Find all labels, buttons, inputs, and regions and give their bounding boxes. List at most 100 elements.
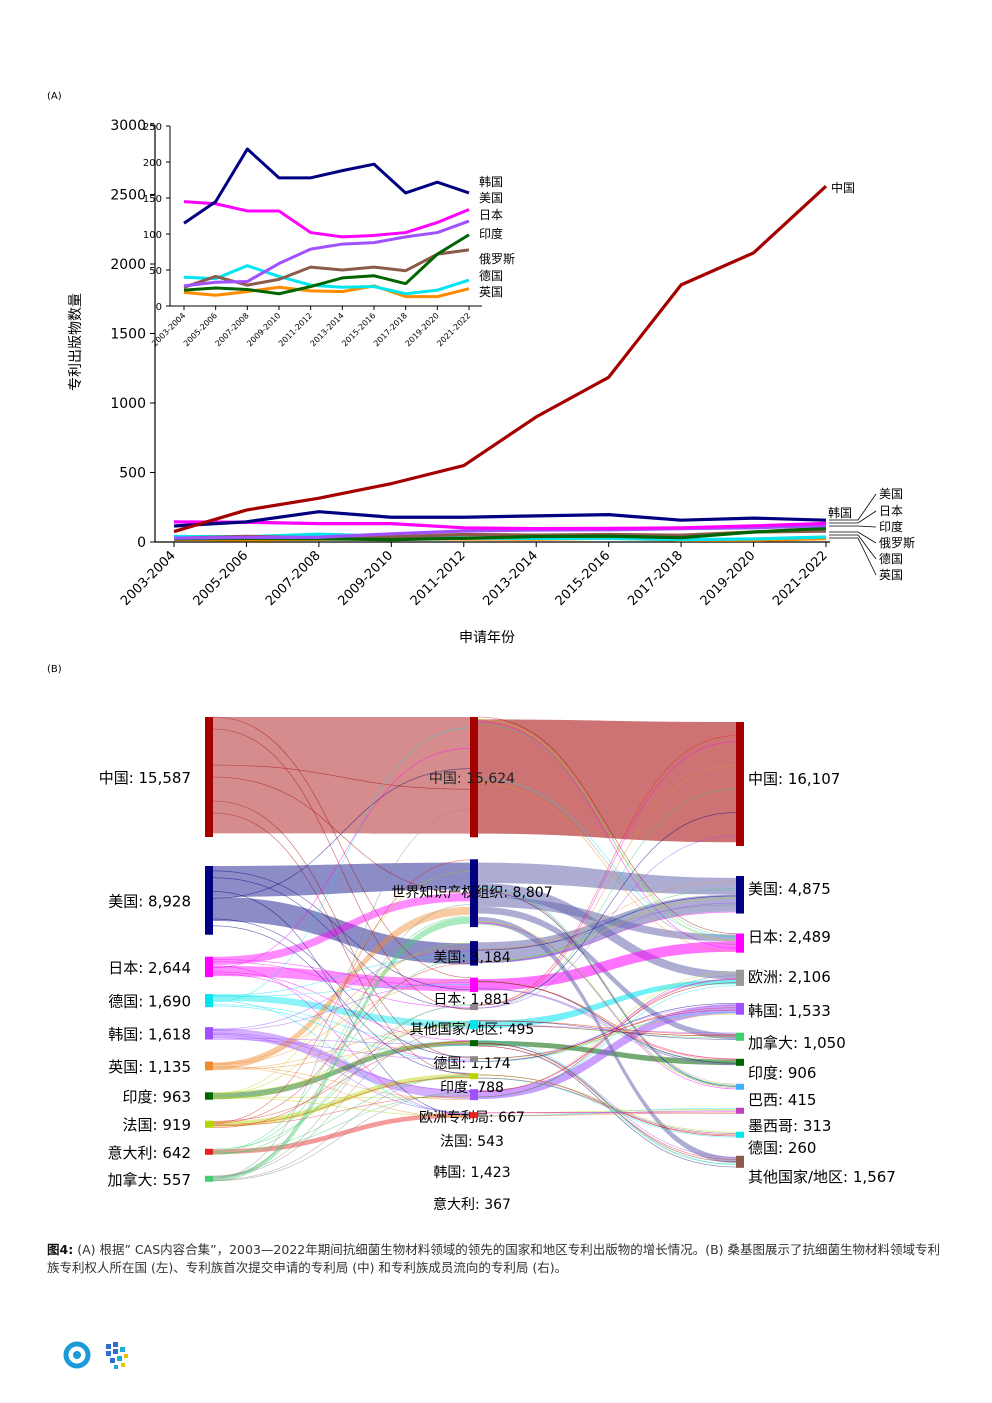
- thin-flow-middle-right: [477, 888, 737, 1089]
- thin-flow-left-middle: [212, 871, 471, 1095]
- sankey-middle-node: [470, 977, 478, 993]
- sankey-left-label: 韩国: 1,618: [108, 1025, 191, 1043]
- inset-y-tick-label: 100: [143, 230, 162, 241]
- sankey-middle-node: [470, 1073, 478, 1080]
- thin-flow-middle-right: [477, 904, 737, 950]
- publisher-logo: [63, 1341, 128, 1369]
- thin-flow-left-middle: [212, 764, 471, 790]
- legend-leader: [829, 534, 877, 560]
- thin-flow-middle-right: [477, 812, 737, 1006]
- thin-flow-middle-right: [477, 881, 737, 950]
- thin-flow-middle-right: [477, 723, 737, 937]
- inset-series-label: 德国: [479, 268, 503, 283]
- sankey-right-label: 美国: 4,875: [748, 880, 831, 898]
- flow-left-middle: [213, 965, 470, 992]
- thin-flow-left-middle: [212, 891, 471, 1116]
- sankey-left-node: [205, 994, 213, 1008]
- sankey-left-label: 美国: 8,928: [108, 892, 191, 910]
- sankey-right-label: 印度: 906: [748, 1064, 816, 1082]
- thin-flow-middle-right: [477, 782, 737, 953]
- thin-flow-middle-right: [477, 1077, 737, 1138]
- flow-middle-right: [478, 1004, 736, 1100]
- sankey-right-node: [736, 1107, 744, 1114]
- thin-flow-left-middle: [212, 1041, 471, 1122]
- thin-flow-left-middle: [212, 1034, 471, 1113]
- thin-flow-middle-right: [477, 780, 737, 945]
- thin-flow-left-middle: [212, 1066, 471, 1100]
- thin-flow-left-middle: [212, 1093, 471, 1154]
- thin-flow-left-middle: [212, 727, 471, 1003]
- inset-series-label: 韩国: [479, 174, 503, 189]
- sankey-middle-node: [470, 1089, 478, 1101]
- inset-series-line-1: [183, 200, 470, 239]
- thin-flow-left-middle: [212, 984, 471, 998]
- inset-series-label: 英国: [479, 285, 503, 299]
- sankey-right-label: 韩国: 1,533: [748, 1002, 831, 1020]
- sankey-right-node: [736, 1032, 744, 1041]
- thin-flow-middle-right: [477, 788, 737, 1009]
- thin-flow-left-middle: [212, 951, 471, 1030]
- legend-leader: [829, 510, 877, 524]
- legend-leader: [829, 531, 877, 544]
- thin-flow-middle-right: [477, 978, 737, 1093]
- sankey-right-label: 加拿大: 1,050: [748, 1034, 846, 1052]
- thin-flow-middle-right: [477, 1009, 737, 1059]
- sankey-middle-node: [470, 1056, 478, 1063]
- flow-left-middle: [213, 916, 470, 1182]
- thin-flow-left-middle: [212, 859, 471, 1124]
- inset-series-line-2: [183, 219, 470, 288]
- thin-flow-left-middle: [212, 1039, 471, 1061]
- sankey-left-label: 印度: 963: [123, 1088, 191, 1106]
- sankey-left-node: [205, 1175, 213, 1182]
- x-tick-label: 2013-2014: [480, 548, 541, 609]
- flow-left-middle: [213, 1028, 470, 1100]
- thin-flow-middle-right: [477, 988, 737, 1060]
- thin-flow-middle-right: [477, 1025, 737, 1037]
- sankey-left-node: [205, 1092, 213, 1100]
- sankey-right-node: [736, 1155, 744, 1168]
- series-line-1: [173, 510, 827, 528]
- sankey-flows: [212, 716, 737, 1182]
- sankey-left-label: 法国: 919: [123, 1116, 191, 1134]
- thin-flow-middle-right: [477, 888, 737, 963]
- thin-flow-middle-right: [477, 1074, 737, 1133]
- sankey-right-label: 日本: 2,489: [748, 928, 831, 946]
- thin-flow-left-middle: [212, 728, 471, 1010]
- inset-series-label: 美国: [479, 191, 503, 205]
- thin-flow-left-middle: [212, 812, 471, 1075]
- thin-flow-middle-right: [477, 902, 737, 963]
- sankey-right-label: 其他国家/地区: 1,567: [748, 1168, 896, 1186]
- thin-flow-left-middle: [212, 1004, 471, 1046]
- sankey-diagram: 中国: 15,587 美国: 8,928 日本: 2,644 德国: 1,690 韩国:…: [99, 716, 896, 1213]
- flow-middle-right: [478, 906, 736, 1040]
- thin-flow-left-middle: [212, 1091, 471, 1182]
- thin-flow-middle-right: [477, 735, 737, 1006]
- panel-b-label: (B): [47, 664, 62, 675]
- thin-flow-left-middle: [212, 963, 471, 1124]
- thin-flow-middle-right: [477, 886, 737, 1086]
- legend-label: 韩国: [828, 505, 852, 520]
- x-tick-label: 2005-2006: [191, 548, 252, 609]
- thin-flow-middle-right: [477, 1111, 737, 1114]
- inset-series-line-5: [183, 264, 470, 296]
- inset-y-tick-label: 200: [143, 158, 162, 169]
- sankey-right-label: 中国: 16,107: [748, 770, 840, 788]
- inset-x-tick-label: 2021-2022: [435, 311, 472, 348]
- sankey-middle-node: [470, 941, 478, 966]
- thin-flow-left-middle: [212, 959, 471, 988]
- sankey-left-label: 日本: 2,644: [108, 959, 191, 977]
- thin-flow-left-middle: [212, 904, 471, 1179]
- y-tick-label: 1500: [110, 327, 146, 343]
- thin-flow-left-middle: [212, 1022, 471, 1129]
- thin-flow-left-middle: [212, 1005, 471, 1062]
- x-tick-label: 2019-2020: [698, 548, 759, 609]
- thin-flow-left-middle: [212, 1004, 471, 1177]
- flow-middle-right: [478, 862, 736, 895]
- legend-leader: [829, 493, 877, 521]
- thin-flow-left-middle: [212, 716, 471, 978]
- sankey-right-node: [736, 1131, 744, 1138]
- y-tick-label: 3000: [110, 118, 146, 134]
- sankey-left-node: [205, 717, 213, 837]
- inset-series-label: 印度: [479, 226, 503, 241]
- thin-flow-middle-right: [477, 1020, 737, 1035]
